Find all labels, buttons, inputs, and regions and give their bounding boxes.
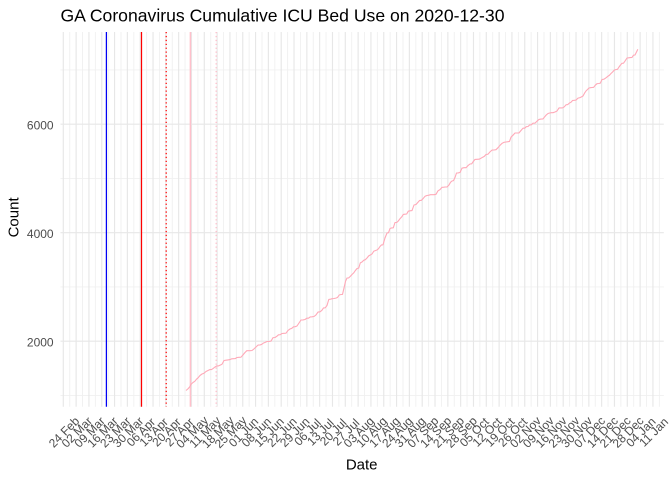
svg-text:Count: Count xyxy=(5,197,22,238)
svg-text:6000: 6000 xyxy=(27,118,54,132)
svg-text:4000: 4000 xyxy=(27,227,54,241)
svg-text:GA Coronavirus Cumulative ICU: GA Coronavirus Cumulative ICU Bed Use on… xyxy=(61,6,505,26)
svg-text:Date: Date xyxy=(346,456,378,473)
svg-text:2000: 2000 xyxy=(27,335,54,349)
